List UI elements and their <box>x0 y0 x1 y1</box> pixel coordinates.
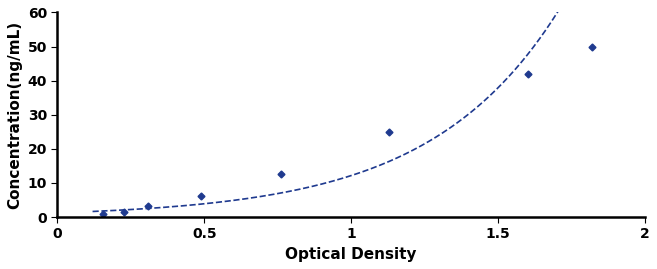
Y-axis label: Concentration(ng/mL): Concentration(ng/mL) <box>7 21 22 209</box>
X-axis label: Optical Density: Optical Density <box>286 247 417 262</box>
